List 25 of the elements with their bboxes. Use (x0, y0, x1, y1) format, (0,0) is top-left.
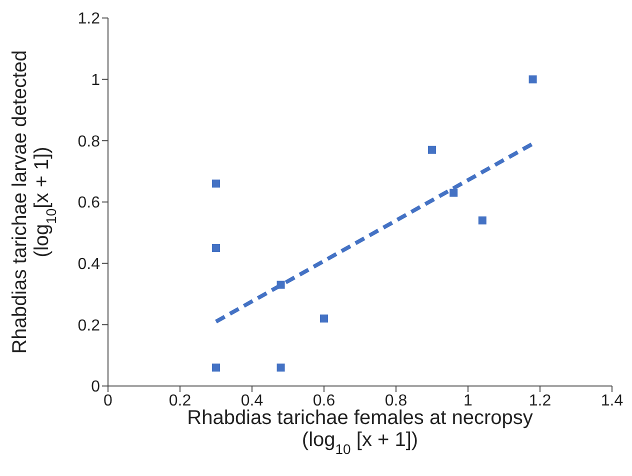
point (212, 364, 220, 372)
y-tick-label: 0.6 (78, 194, 100, 212)
x-tick-label: 0.8 (384, 392, 408, 410)
point (450, 188, 458, 197)
x-axis-title: Rhabdias tarichae females at necropsy (log$_{10}$ [x + 1]) (187, 407, 533, 457)
y-tick-label: 0.4 (78, 256, 100, 274)
y-tick-label: 0.2 (78, 317, 100, 334)
x-tick-label: 1.4 (600, 392, 624, 410)
x-tick-label: 0.4 (240, 392, 264, 410)
x-tick-label: 0 (104, 392, 113, 410)
y-tick-label: 1 (91, 72, 100, 90)
x-tick-label: 0.2 (168, 392, 192, 410)
x-tick-label: 1.2 (528, 392, 552, 410)
point (528, 75, 537, 84)
y-tick-label: 0 (91, 378, 100, 396)
point (212, 180, 220, 188)
point (428, 146, 436, 154)
point (478, 216, 486, 224)
y-tick-label: 0.8 (78, 133, 100, 150)
x-tick-label: 0.6 (312, 392, 336, 410)
point (276, 364, 285, 372)
point (320, 314, 328, 323)
y-tick-label: 1.2 (78, 10, 100, 28)
point (212, 244, 220, 252)
x-tick-label: 1 (464, 392, 473, 410)
